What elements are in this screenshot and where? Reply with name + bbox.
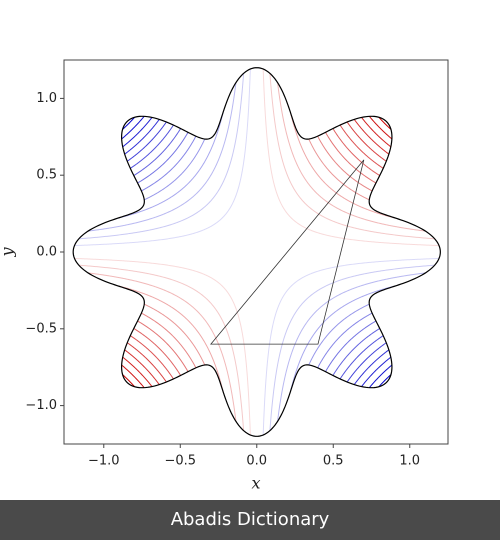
- contour-line: [73, 67, 441, 437]
- contour-line: [73, 67, 441, 437]
- y-axis-label: y: [0, 247, 17, 258]
- contour-line: [73, 67, 441, 437]
- contour-line: [73, 67, 441, 437]
- contour-line: [73, 67, 441, 437]
- contour-line: [73, 67, 441, 437]
- contour-line: [73, 67, 441, 437]
- contour-line: [73, 67, 441, 437]
- x-tick-label: −1.0: [88, 454, 120, 469]
- contour-line: [73, 67, 441, 437]
- contour-line: [73, 67, 441, 437]
- footer: Abadis Dictionary: [0, 500, 500, 540]
- y-tick-label: −0.5: [25, 321, 57, 336]
- contour-line: [73, 67, 441, 437]
- x-tick-label: 1.0: [399, 454, 420, 469]
- contour-line: [73, 67, 441, 437]
- contour-line: [73, 67, 441, 437]
- contour-line: [73, 67, 441, 437]
- contour-line: [73, 67, 441, 437]
- contour-line: [73, 67, 441, 437]
- x-axis-label: x: [251, 474, 260, 493]
- contours: [73, 67, 441, 437]
- chart: x y −1.0 −0.5 0.0 0.5 1.0 −1.0 −0.5 0.0 0.5 1.0: [0, 59, 449, 493]
- x-tick-label: 0.5: [323, 454, 344, 469]
- boundary: [72, 67, 441, 437]
- y-tick-label: 0.0: [36, 245, 57, 260]
- triangle: [210, 159, 365, 345]
- y-tick-label: 1.0: [36, 91, 57, 106]
- contour-line: [73, 67, 441, 437]
- contour-line: [73, 67, 441, 437]
- y-tick-label: 0.5: [36, 168, 57, 183]
- contour-line: [73, 67, 441, 437]
- contour-line: [73, 67, 441, 437]
- y-tick-label: −1.0: [25, 398, 57, 413]
- contour-line: [73, 67, 441, 437]
- contour-line: [73, 67, 441, 437]
- contour-line: [73, 67, 441, 437]
- x-tick-label: 0.0: [246, 454, 267, 469]
- contour-line: [73, 67, 441, 437]
- contour-line: [73, 67, 441, 437]
- axes-frame: [63, 59, 449, 445]
- x-tick-label: −0.5: [164, 454, 196, 469]
- contour-line: [73, 67, 441, 437]
- contour-line: [73, 67, 441, 437]
- contour-line: [73, 67, 441, 437]
